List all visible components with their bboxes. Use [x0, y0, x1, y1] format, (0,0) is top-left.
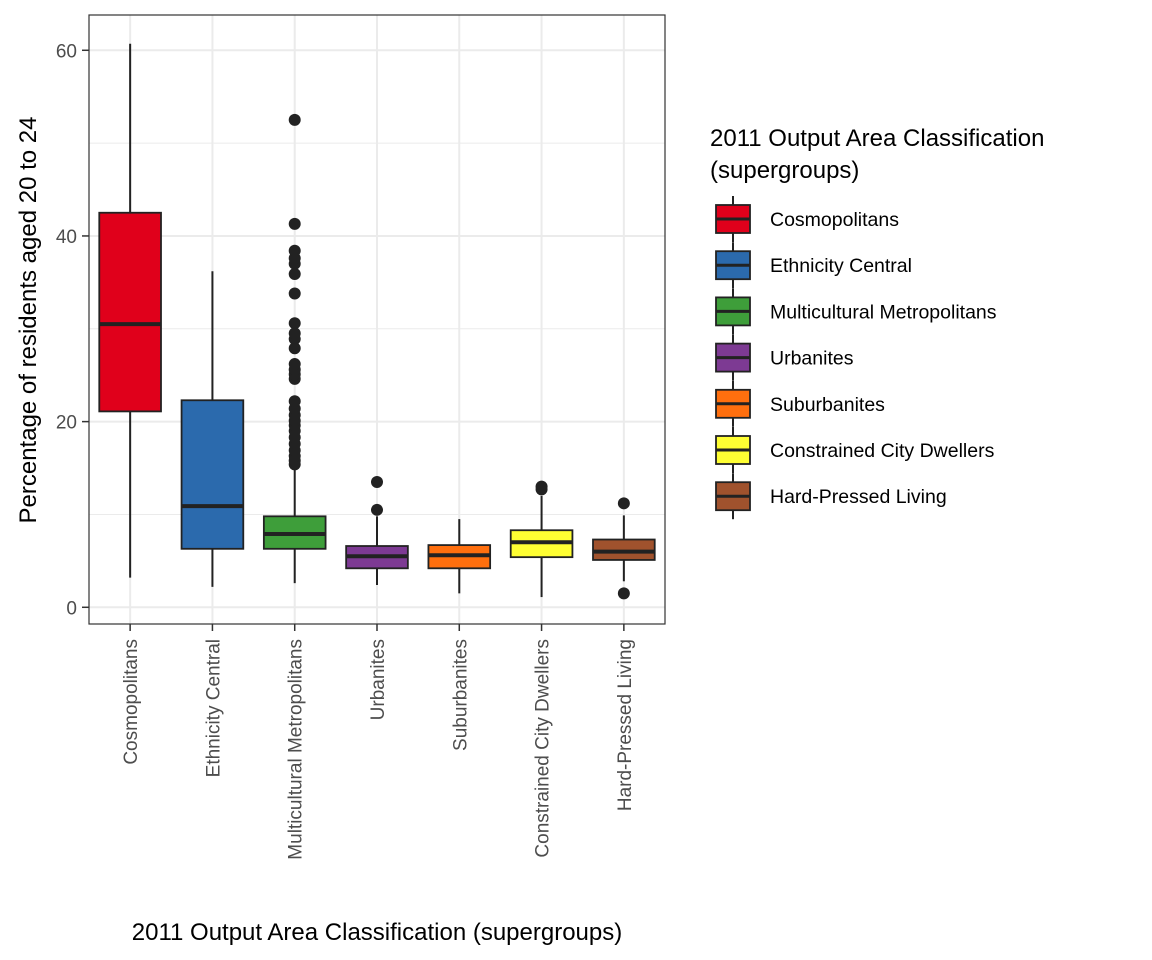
- outlier-point: [288, 317, 301, 330]
- box-cosmopolitans: [98, 43, 162, 578]
- legend-item: Constrained City Dwellers: [715, 427, 995, 473]
- legend-title-line-1: 2011 Output Area Classification: [710, 125, 1044, 152]
- outlier-point: [617, 497, 630, 510]
- box-suburbanites: [427, 519, 492, 594]
- legend-item: Urbanites: [715, 334, 854, 381]
- x-tick-label: Multicultural Metropolitans: [286, 639, 307, 860]
- box-ethnicity-central: [180, 271, 245, 587]
- y-tick-label: 40: [56, 227, 77, 248]
- outlier-point: [371, 503, 383, 516]
- legend-item: Hard-Pressed Living: [715, 473, 947, 520]
- outlier-point: [288, 342, 301, 355]
- x-tick-label: Urbanites: [368, 639, 389, 720]
- x-tick-label: Suburbanites: [450, 639, 471, 751]
- legend: 2011 Output Area Classification (supergr…: [710, 125, 1044, 520]
- box-constrained-city-dwellers: [509, 480, 574, 598]
- outlier-point: [288, 217, 301, 230]
- legend-label: Multicultural Metropolitans: [770, 301, 997, 323]
- box-hard-pressed-living: [592, 497, 656, 600]
- legend-label: Hard-Pressed Living: [770, 486, 947, 508]
- x-axis: Cosmopolitans Ethnicity Central Multicultu…: [121, 624, 636, 860]
- outlier-point: [288, 244, 301, 257]
- outlier-point: [288, 358, 301, 371]
- y-axis-label: Percentage of residents aged 20 to 24: [15, 117, 42, 524]
- legend-item: Ethnicity Central: [715, 242, 912, 289]
- y-tick-label: 0: [66, 598, 77, 619]
- outlier-point: [288, 395, 301, 408]
- x-axis-label: 2011 Output Area Classification (supergr…: [132, 919, 623, 946]
- legend-item: Suburbanites: [715, 380, 885, 427]
- y-axis: 0 20 40 60: [56, 41, 89, 619]
- box-multicultural-metropolitans: [262, 113, 327, 584]
- box-series: [98, 43, 656, 600]
- outlier-point: [288, 287, 301, 300]
- outlier-point: [288, 113, 301, 126]
- legend-title-line-2: (supergroups): [710, 157, 859, 184]
- x-tick-label: Ethnicity Central: [203, 639, 224, 777]
- legend-label: Ethnicity Central: [770, 255, 912, 277]
- box-body: [180, 399, 245, 550]
- x-tick-label: Hard-Pressed Living: [615, 639, 636, 811]
- y-tick-label: 60: [56, 41, 77, 62]
- legend-label: Suburbanites: [770, 394, 885, 416]
- legend-items: Cosmopolitans Ethnicity Central Multicultu…: [715, 196, 997, 520]
- legend-item: Cosmopolitans: [715, 196, 899, 242]
- legend-label: Constrained City Dwellers: [770, 440, 995, 462]
- x-tick-label: Cosmopolitans: [121, 639, 142, 765]
- outlier-point: [288, 327, 301, 340]
- x-tick-label: Constrained City Dwellers: [533, 639, 554, 858]
- box-urbanites: [345, 475, 409, 586]
- outlier-point: [288, 268, 301, 281]
- legend-label: Cosmopolitans: [770, 209, 899, 231]
- outlier-point: [617, 587, 630, 600]
- legend-item: Multicultural Metropolitans: [715, 288, 997, 335]
- legend-label: Urbanites: [770, 348, 854, 370]
- outlier-point: [535, 480, 548, 493]
- box-body: [98, 211, 162, 413]
- outlier-point: [371, 475, 383, 488]
- y-tick-label: 20: [56, 413, 77, 434]
